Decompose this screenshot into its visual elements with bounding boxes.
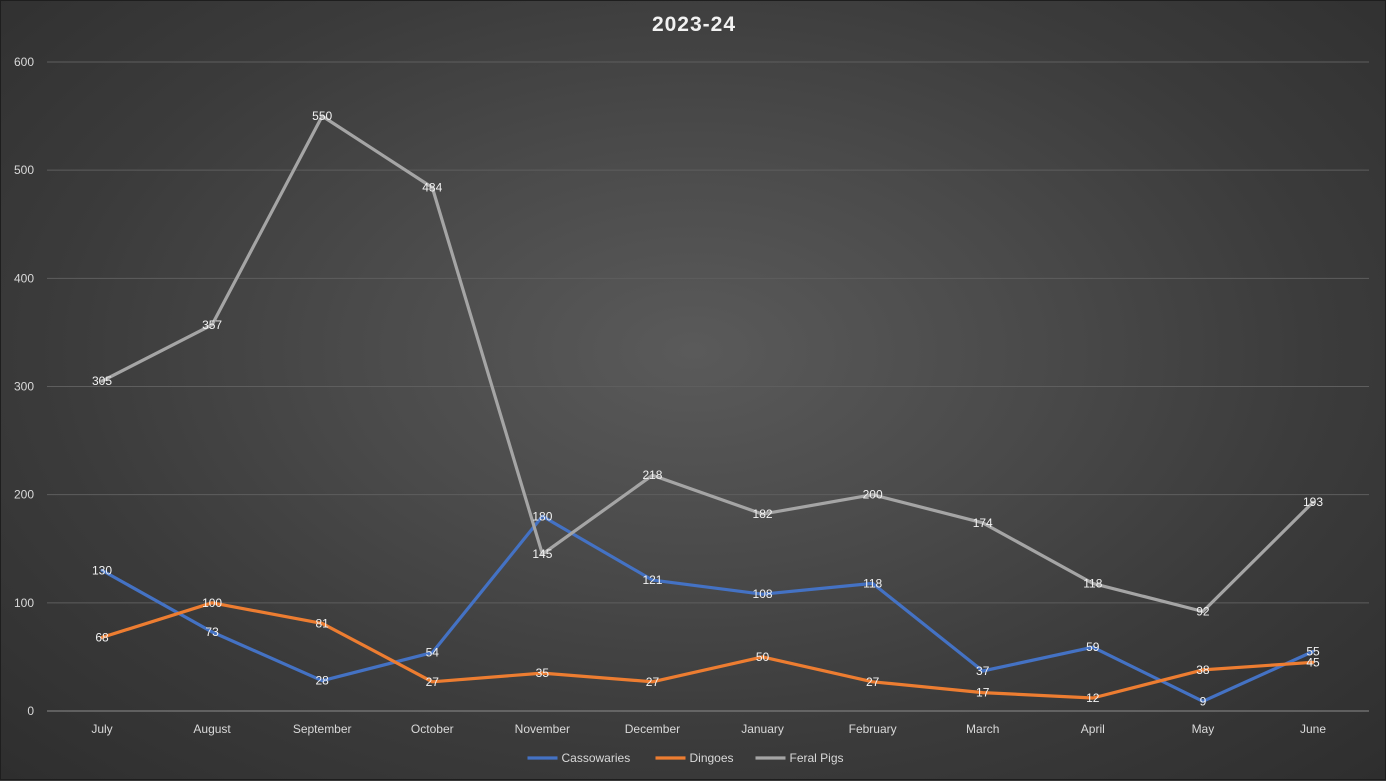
- x-tick-label: September: [293, 722, 352, 736]
- data-label: 55: [1306, 645, 1320, 659]
- x-tick-label: May: [1192, 722, 1215, 736]
- data-label: 35: [536, 666, 550, 680]
- data-label: 118: [1083, 576, 1102, 590]
- x-tick-label: July: [91, 722, 112, 736]
- y-tick-label: 200: [14, 488, 34, 502]
- data-label: 218: [642, 468, 662, 482]
- series-line: [100, 601, 1315, 700]
- data-label: 484: [422, 180, 442, 194]
- series-line: [100, 514, 1315, 703]
- data-label: 200: [863, 488, 883, 502]
- series-lines: [100, 114, 1315, 703]
- series-line: [100, 114, 1315, 614]
- x-tick-label: December: [625, 722, 680, 736]
- data-label: 12: [1086, 691, 1100, 705]
- data-label: 27: [866, 675, 880, 689]
- x-tick-label: March: [966, 722, 999, 736]
- data-label: 130: [92, 563, 112, 577]
- data-label: 27: [426, 675, 440, 689]
- y-tick-label: 300: [14, 380, 34, 394]
- x-axis-ticks: July August September October November Decemb…: [91, 722, 1326, 736]
- x-tick-label: February: [849, 722, 897, 736]
- data-label: 38: [1196, 663, 1210, 677]
- x-tick-label: January: [741, 722, 784, 736]
- data-label: 27: [646, 675, 660, 689]
- data-label: 37: [976, 664, 990, 678]
- y-tick-label: 500: [14, 163, 34, 177]
- y-tick-label: 400: [14, 271, 34, 285]
- data-label: 73: [205, 625, 219, 639]
- gridlines: [47, 61, 1369, 712]
- data-label: 174: [973, 516, 993, 530]
- data-label: 100: [202, 596, 222, 610]
- y-tick-label: 0: [27, 704, 34, 718]
- data-label: 550: [312, 109, 332, 123]
- x-tick-label: June: [1300, 722, 1326, 736]
- chart-title: 2023-24: [651, 13, 737, 36]
- data-label: 17: [976, 686, 990, 700]
- legend-label: Cassowaries: [562, 751, 631, 765]
- y-axis-ticks: 0 100 200 300 400 500 600: [14, 55, 34, 718]
- legend-label: Feral Pigs: [790, 751, 844, 765]
- data-label: 50: [756, 650, 770, 664]
- data-label: 68: [95, 630, 109, 644]
- data-labels: 130 73 28 54 180 121 108 118 37 59 9 55 68 100 81 27 35 2…: [92, 109, 1323, 708]
- x-tick-label: November: [515, 722, 570, 736]
- y-tick-label: 100: [14, 596, 34, 610]
- y-tick-label: 600: [14, 55, 34, 69]
- x-tick-label: April: [1081, 722, 1105, 736]
- data-label: 118: [863, 576, 882, 590]
- data-label: 357: [202, 318, 222, 332]
- data-label: 54: [426, 646, 440, 660]
- data-label: 108: [753, 587, 773, 601]
- data-label: 145: [532, 547, 552, 561]
- data-label: 305: [92, 374, 112, 388]
- data-label: 92: [1196, 604, 1210, 618]
- data-label: 182: [753, 507, 773, 521]
- data-label: 81: [316, 616, 330, 630]
- data-label: 59: [1086, 640, 1100, 654]
- data-label: 180: [532, 509, 552, 523]
- x-tick-label: October: [411, 722, 454, 736]
- legend: Cassowaries Dingoes Feral Pigs: [527, 751, 844, 765]
- legend-label: Dingoes: [690, 751, 734, 765]
- data-label: 45: [1306, 655, 1320, 669]
- data-label: 28: [316, 674, 330, 688]
- data-label: 9: [1200, 694, 1207, 708]
- data-label: 121: [642, 573, 662, 587]
- data-label: 193: [1303, 495, 1323, 509]
- x-tick-label: August: [193, 722, 231, 736]
